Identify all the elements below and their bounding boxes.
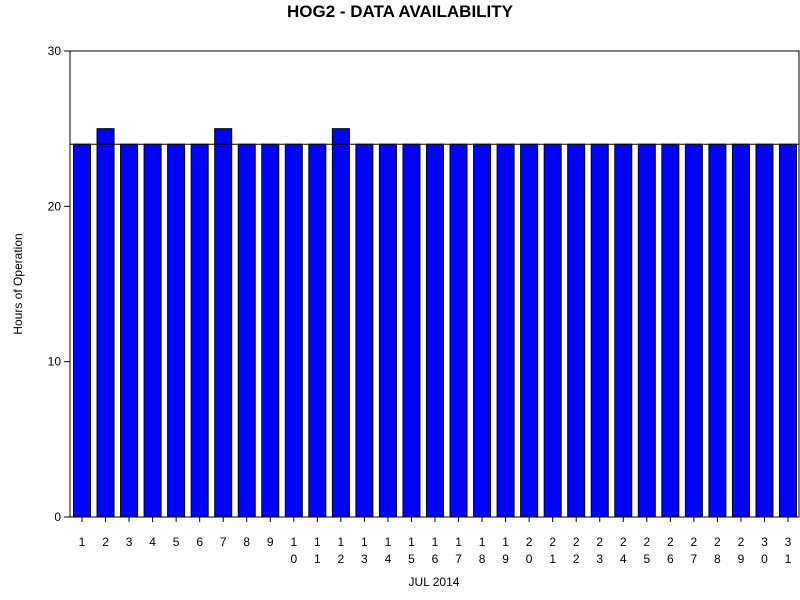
bar-day-6: [190, 143, 209, 518]
bar-day-5: [167, 143, 186, 518]
bar-day-8: [237, 143, 256, 518]
bars-group: [73, 128, 797, 518]
y-tick-label: 0: [54, 510, 61, 524]
x-tick-label-3: 3: [126, 535, 133, 549]
bar-day-10: [284, 143, 303, 518]
x-tick-label-8: 8: [243, 535, 250, 549]
x-tick-label-6: 6: [196, 535, 203, 549]
bar-day-31: [779, 143, 797, 518]
x-axis-label: JUL 2014: [409, 575, 460, 589]
x-tick-label-9: 9: [267, 535, 274, 549]
bar-day-17: [449, 143, 468, 518]
bar-day-21: [543, 143, 562, 518]
x-axis: 1 2 3 4 5 6 7 8 9 1 01 11 21 31 41 51 61 71 81 92 02 12 22 32 42…: [79, 517, 792, 566]
bar-day-24: [614, 143, 633, 518]
y-axis-label: Hours of Operation: [11, 233, 25, 334]
x-tick-label-4: 4: [149, 535, 156, 549]
bar-day-19: [496, 143, 515, 518]
bar-day-30: [755, 143, 774, 518]
x-tick-label-1: 1: [79, 535, 86, 549]
bar-day-3: [120, 143, 139, 518]
y-tick-label: 30: [48, 44, 62, 58]
bar-day-23: [590, 143, 609, 518]
bar-day-4: [143, 143, 162, 518]
bar-day-27: [684, 143, 703, 518]
y-axis: 0 10 20 30: [48, 44, 70, 524]
bar-day-7: [214, 128, 233, 518]
bar-day-13: [355, 143, 374, 518]
bar-day-20: [520, 143, 539, 518]
bar-day-22: [567, 143, 586, 518]
bar-day-12: [331, 128, 350, 518]
bar-day-14: [378, 143, 397, 518]
chart-title: HOG2 - DATA AVAILABILITY: [287, 2, 514, 21]
bar-day-2: [96, 128, 115, 518]
bar-day-1: [73, 143, 91, 518]
x-tick-label-7: 7: [220, 535, 227, 549]
bar-day-29: [731, 143, 750, 518]
bar-day-25: [637, 143, 656, 518]
bar-day-26: [661, 143, 680, 518]
x-tick-label-5: 5: [173, 535, 180, 549]
bar-day-18: [473, 143, 492, 518]
bar-day-11: [308, 143, 327, 518]
bar-day-15: [402, 143, 421, 518]
bar-day-16: [426, 143, 444, 518]
bar-day-28: [708, 143, 727, 518]
y-tick-label: 20: [48, 199, 62, 213]
bar-day-9: [261, 143, 280, 518]
y-tick-label: 10: [48, 355, 62, 369]
x-tick-label-2: 2: [102, 535, 109, 549]
